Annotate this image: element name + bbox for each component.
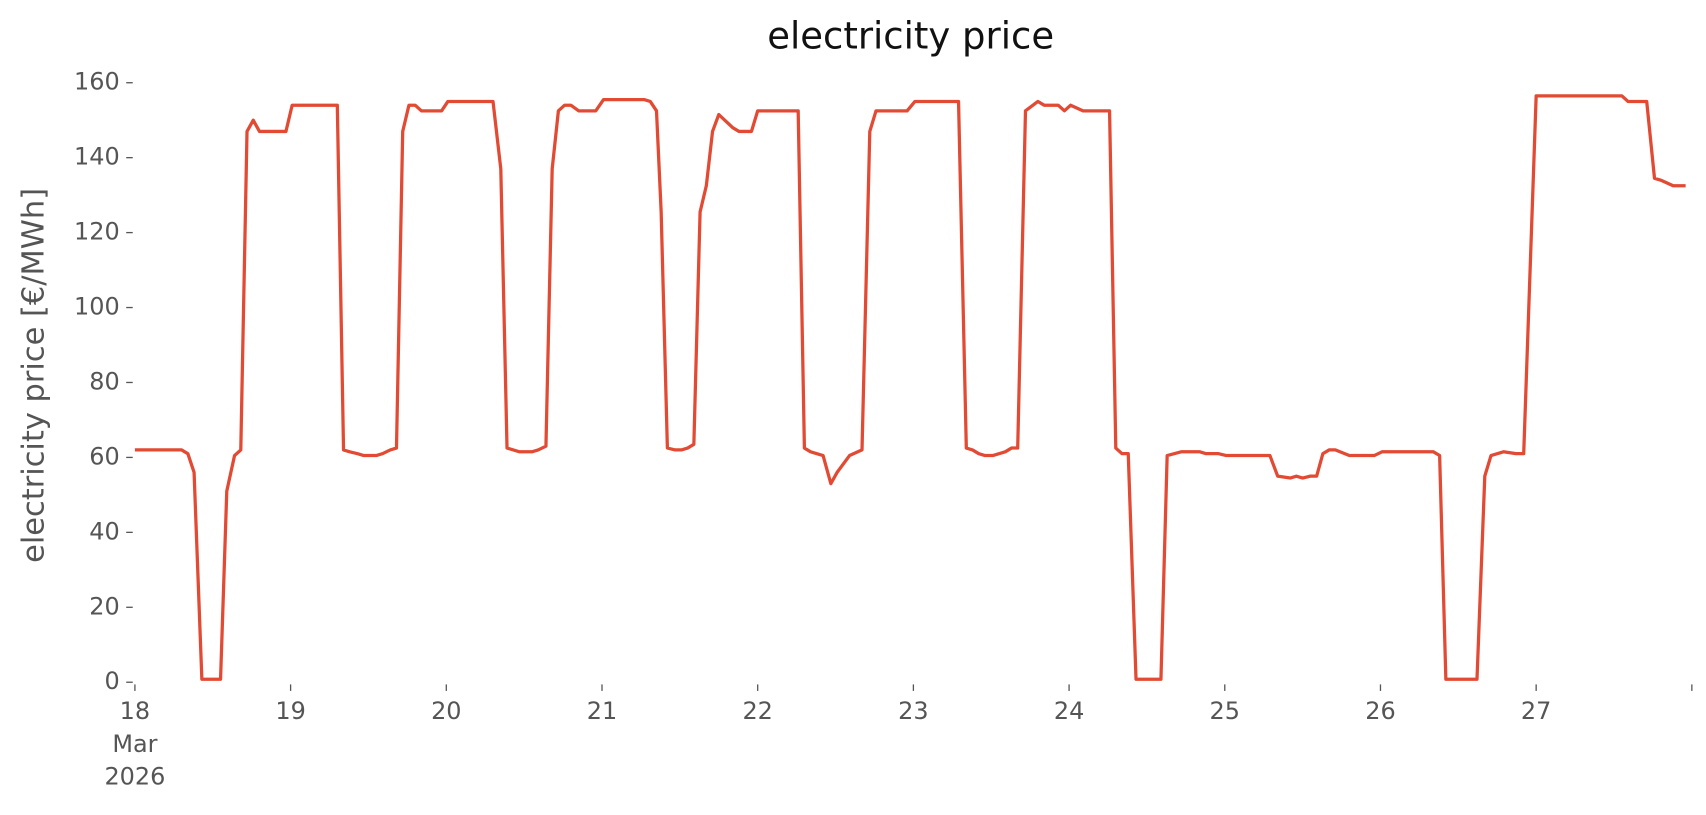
x-tick-label: 23 (898, 697, 928, 725)
x-tick-label: 27 (1521, 697, 1551, 725)
x-tick-label: 25 (1210, 697, 1240, 725)
x-tick-label: 18 Mar 2026 (104, 697, 165, 790)
y-tick-label: 60 (89, 442, 119, 470)
y-tick-label: 80 (89, 367, 119, 395)
x-tick-label: 21 (587, 697, 617, 725)
x-tick-label: 22 (742, 697, 772, 725)
x-tick-label: 24 (1054, 697, 1084, 725)
y-tick-label: 0 (104, 667, 119, 695)
y-tick-label: 160 (74, 68, 120, 96)
chart-title: electricity price (767, 15, 1054, 58)
y-tick-label: 100 (74, 293, 120, 321)
y-tick-label: 40 (89, 517, 119, 545)
price-line (134, 94, 1686, 681)
x-tick-label: 26 (1365, 697, 1395, 725)
y-tick-label: 120 (74, 218, 120, 246)
x-tick-label: 19 (275, 697, 305, 725)
y-tick-label: 140 (74, 143, 120, 171)
x-tick-label: 20 (431, 697, 461, 725)
y-tick-label: 20 (89, 592, 119, 620)
y-axis-label: electricity price [€/MWh] (16, 188, 51, 563)
